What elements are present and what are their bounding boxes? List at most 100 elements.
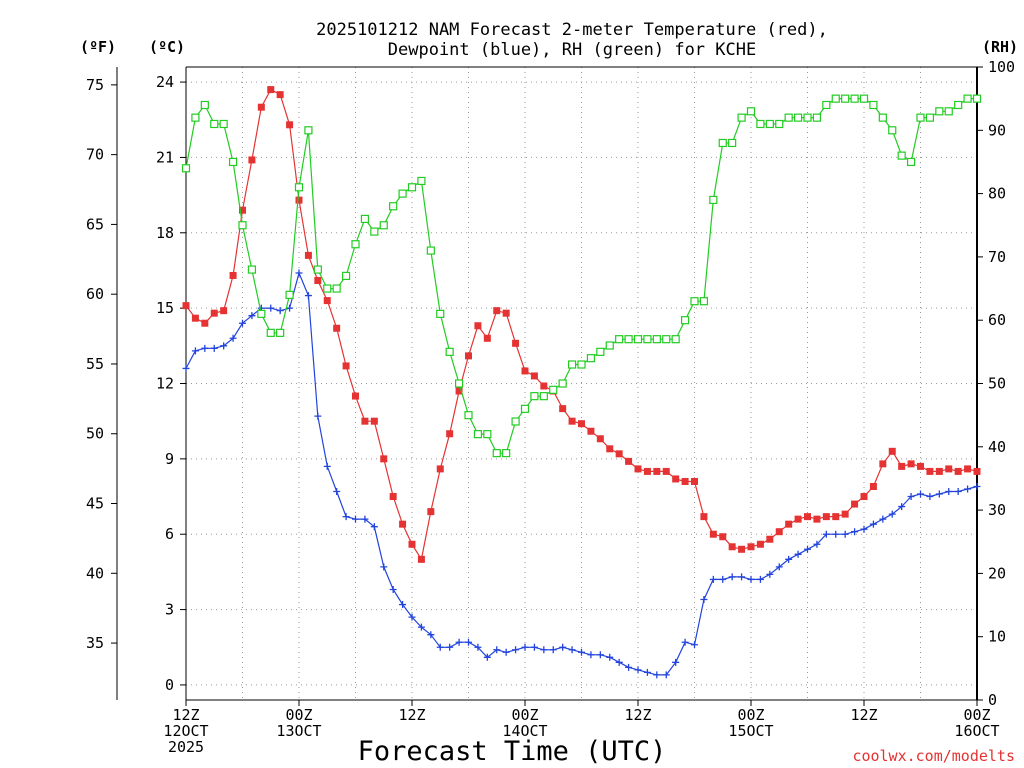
rh-point [247, 265, 257, 274]
rh-point [228, 157, 238, 167]
rh-point [944, 107, 953, 116]
dewpoint-point [738, 573, 746, 581]
x-tick-label: 16OCT [954, 722, 999, 740]
x-tick-label: 00Z [511, 706, 538, 724]
rh-point [624, 335, 633, 344]
dewpoint-point [220, 342, 228, 350]
dewpoint-point [248, 312, 256, 320]
temperature-point [191, 314, 199, 322]
dewpoint-point [860, 525, 868, 533]
fahrenheit-tick-label: 75 [86, 76, 104, 94]
temperature-point [691, 477, 698, 485]
dewpoint-point [625, 663, 633, 671]
dewpoint-point [756, 575, 764, 583]
dewpoint-point [945, 488, 953, 496]
dewpoint-point [804, 545, 811, 553]
temperature-point [483, 334, 491, 342]
temperature-point [540, 382, 548, 390]
temperature-point [342, 362, 350, 370]
temperature-line [185, 88, 978, 561]
rh-point [878, 113, 887, 122]
rh-point [963, 94, 972, 103]
rh-point [181, 164, 191, 173]
temperature-point [643, 467, 651, 475]
temperature-point [182, 302, 190, 310]
dewpoint-point [540, 646, 548, 654]
dewpoint-point [342, 513, 350, 521]
rh-point [615, 335, 624, 344]
temperature-point [869, 482, 877, 490]
temperature-point [860, 493, 868, 501]
celsius-tick-label: 12 [156, 375, 174, 393]
temperature-point [851, 500, 859, 508]
rh-point [304, 126, 313, 135]
rh-point [897, 151, 906, 160]
rh-point [436, 309, 445, 318]
temperature-point [700, 513, 708, 521]
temperature-point [530, 372, 538, 380]
temperature-point [888, 447, 896, 455]
celsius-axis-label: (ºC) [149, 38, 185, 56]
temperature-point [267, 86, 275, 94]
temperature-point [417, 555, 425, 563]
rh-point [756, 119, 765, 129]
temperature-point [719, 533, 727, 541]
rh-point [483, 430, 492, 439]
dewpoint-point [210, 344, 218, 352]
x-tick-label: 00Z [285, 706, 312, 724]
dewpoint-point [549, 646, 557, 654]
temperature-point [634, 465, 642, 473]
rh-point [502, 449, 511, 458]
rh-point [765, 119, 774, 129]
dewpoint-point [455, 638, 463, 646]
dewpoint-point [672, 658, 680, 666]
celsius-tick-label: 24 [156, 73, 174, 91]
rh-tick-label: 60 [988, 311, 1006, 329]
dewpoint-point [333, 488, 341, 496]
dewpoint-point [643, 668, 651, 676]
temperature-point [804, 513, 811, 521]
rh-point [379, 221, 388, 230]
dewpoint-point [907, 493, 915, 501]
rh-point [407, 183, 417, 192]
temperature-point [201, 319, 209, 327]
temperature-point [606, 445, 614, 453]
dewpoint-point [700, 596, 708, 604]
temperature-point [738, 545, 746, 553]
dewpoint-point [728, 573, 736, 581]
rh-point [238, 221, 247, 230]
temperature-point [832, 513, 840, 521]
rh-tick-label: 40 [988, 438, 1006, 456]
tick-labels: 7570656055504540352421181512963010090807… [86, 58, 1015, 756]
fahrenheit-tick-label: 40 [86, 564, 104, 582]
temperature-point [352, 392, 359, 400]
x-tick-label: 00Z [963, 706, 990, 724]
fahrenheit-tick-label: 45 [86, 495, 104, 513]
dewpoint-point [201, 344, 209, 352]
temperature-point [841, 510, 849, 518]
dewpoint-point [521, 643, 529, 651]
celsius-tick-label: 6 [165, 525, 174, 543]
celsius-tick-label: 15 [156, 299, 174, 317]
dewpoint-point [926, 493, 934, 501]
dewpoint-point [587, 651, 595, 659]
series-temperature [182, 86, 981, 563]
temperature-point [898, 462, 906, 470]
temperature-point [474, 322, 482, 330]
celsius-tick-label: 18 [156, 224, 174, 242]
dewpoint-point [361, 515, 369, 523]
dewpoint-point [964, 485, 972, 493]
x-tick-label: 12Z [398, 706, 425, 724]
rh-point [360, 214, 370, 224]
dewpoint-point [427, 631, 435, 639]
temperature-point [926, 467, 934, 475]
dewpoint-point [709, 575, 717, 583]
fahrenheit-tick-label: 65 [86, 215, 104, 233]
celsius-tick-label: 21 [156, 148, 174, 166]
dewpoint-point [785, 555, 793, 563]
rh-point [850, 94, 859, 103]
fahrenheit-axis-label: (ºF) [80, 38, 116, 56]
series-rh [181, 94, 982, 458]
chart-title-line2: Dewpoint (blue), RH (green) for KCHE [388, 40, 756, 60]
temperature-point [964, 465, 972, 473]
